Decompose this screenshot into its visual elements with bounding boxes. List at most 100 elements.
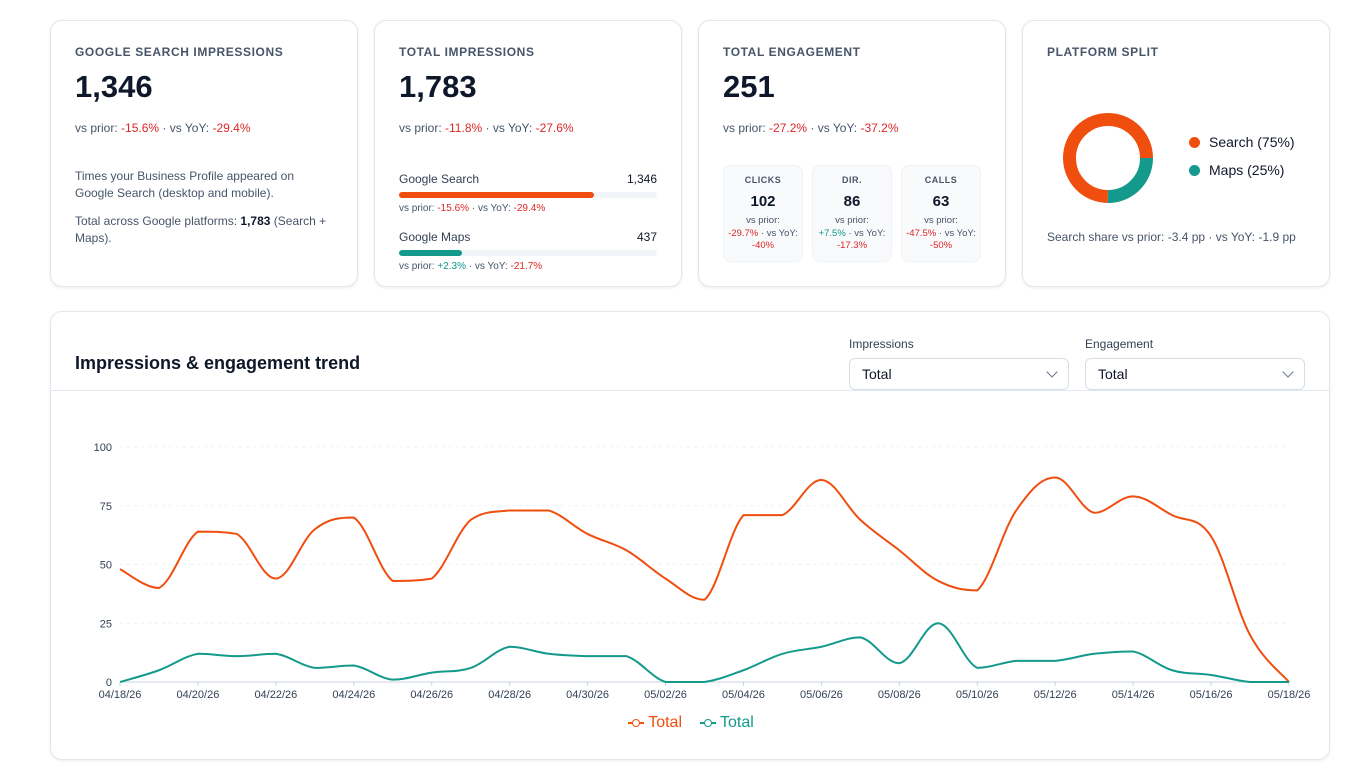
engagement-select-value: Total — [1098, 366, 1128, 382]
yoy-label: vs YoY: — [817, 121, 858, 135]
card-value: 251 — [723, 69, 775, 104]
separator: · — [938, 227, 943, 239]
yoy-label: vs YoY: — [944, 227, 976, 239]
legend-label: Search (75%) — [1209, 134, 1295, 150]
legend-search: Search (75%) — [1189, 134, 1295, 150]
x-tick-label: 04/26/26 — [410, 689, 453, 701]
x-tick-label: 05/14/26 — [1112, 689, 1155, 701]
card-title: TOTAL ENGAGEMENT — [723, 45, 861, 59]
x-tick-label: 05/10/26 — [956, 689, 999, 701]
metric-comparison: vs prior: -29.7% · vs YoY: -40% — [724, 215, 802, 253]
metric-clicks: CLICKS 102 vs prior: -29.7% · vs YoY: -4… — [723, 165, 803, 262]
prior-label: vs prior: — [399, 261, 435, 272]
legend-dot — [1189, 164, 1200, 176]
separator: · — [760, 227, 765, 239]
impressions-filter: Impressions Total — [849, 337, 1069, 390]
card-description: Times your Business Profile appeared on … — [75, 169, 294, 200]
platform-name: Google Search — [399, 172, 480, 186]
prior-change: -15.6% — [437, 203, 470, 214]
separator: · — [471, 203, 476, 214]
separator: · — [468, 261, 473, 272]
prior-label: vs prior: — [924, 215, 958, 226]
legend-item-impressions[interactable]: Total — [628, 714, 682, 732]
card-title: TOTAL IMPRESSIONS — [399, 45, 535, 59]
prior-change: -15.6% — [121, 121, 160, 135]
x-tick-label: 04/30/26 — [566, 689, 609, 701]
separator: · — [162, 121, 167, 135]
y-tick-label: 50 — [100, 560, 112, 572]
line-marker-icon — [628, 718, 645, 728]
x-tick-label: 05/16/26 — [1190, 689, 1233, 701]
yoy-change: -29.4% — [212, 121, 251, 135]
x-tick-label: 04/28/26 — [488, 689, 531, 701]
y-tick-label: 25 — [100, 618, 112, 630]
card-title: PLATFORM SPLIT — [1047, 45, 1159, 59]
platform-comparison: vs prior: -15.6% · vs YoY: -29.4% — [399, 203, 657, 214]
metric-value: 63 — [932, 193, 950, 210]
yoy-change: -50% — [929, 240, 953, 251]
prior-label: vs prior: — [723, 121, 766, 135]
legend-label: Total — [720, 714, 754, 731]
prior-change: +2.3% — [437, 261, 466, 272]
engagement-metrics: CLICKS 102 vs prior: -29.7% · vs YoY: -4… — [723, 165, 981, 262]
x-tick-label: 05/12/26 — [1034, 689, 1077, 701]
donut-chart — [1063, 113, 1153, 203]
engagement-series-line — [119, 622, 1289, 683]
prior-change: -27.2% — [769, 121, 808, 135]
total-impressions-card: TOTAL IMPRESSIONS 1,783 vs prior: -11.8%… — [374, 20, 682, 287]
platform-name: Google Maps — [399, 230, 471, 244]
y-tick-label: 75 — [100, 501, 112, 513]
total-suffix: (Search + Maps). — [75, 214, 327, 245]
impressions-select-value: Total — [862, 366, 892, 382]
x-tick-label: 04/18/26 — [99, 689, 142, 701]
metric-comparison: vs prior: -47.5% · vs YoY: -50% — [902, 215, 980, 253]
platform-value: 1,346 — [626, 172, 657, 186]
comparison-line: vs prior: -11.8% · vs YoY: -27.6% — [399, 121, 657, 135]
legend-label: Maps (25%) — [1209, 162, 1285, 178]
engagement-select[interactable]: Total — [1085, 358, 1305, 390]
donut-slice-search — [1063, 113, 1153, 203]
card-value: 1,783 — [399, 69, 477, 104]
prior-label: vs prior: — [399, 121, 442, 135]
card-value: 1,346 — [75, 69, 153, 104]
platform-row-search: Google Search 1,346 vs prior: -15.6% · v… — [399, 172, 657, 214]
platform-comparison: vs prior: +2.3% · vs YoY: -21.7% — [399, 261, 657, 272]
platform-donut — [1063, 113, 1153, 208]
metric-label: CLICKS — [744, 175, 782, 185]
google-search-impressions-card: GOOGLE SEARCH IMPRESSIONS 1,346 vs prior… — [50, 20, 358, 287]
chart-legend: Total Total — [51, 714, 1331, 732]
x-tick-label: 04/20/26 — [177, 689, 220, 701]
x-tick-label: 05/08/26 — [878, 689, 921, 701]
metric-label: DIR. — [842, 175, 862, 185]
trend-card: Impressions & engagement trend Impressio… — [50, 311, 1330, 760]
prior-change: -11.8% — [445, 121, 483, 135]
engagement-filter-label: Engagement — [1085, 337, 1154, 351]
prior-change: -47.5% — [906, 227, 937, 239]
trend-header: Impressions & engagement trend Impressio… — [51, 312, 1329, 391]
metric-comparison: vs prior: +7.5% · vs YoY: -17.3% — [813, 215, 891, 253]
legend-item-engagement[interactable]: Total — [700, 714, 754, 732]
metric-directions: DIR. 86 vs prior: +7.5% · vs YoY: -17.3% — [812, 165, 892, 262]
prior-label: vs prior: — [835, 215, 869, 226]
metric-value: 102 — [750, 193, 776, 210]
line-marker-icon — [700, 718, 716, 728]
chevron-down-icon — [1282, 366, 1294, 378]
metric-value: 86 — [843, 193, 861, 210]
x-tick-label: 04/24/26 — [332, 689, 375, 701]
yoy-label: vs YoY: — [169, 121, 210, 135]
x-tick-label: 04/22/26 — [254, 689, 297, 701]
separator: · — [485, 121, 490, 135]
impressions-select[interactable]: Total — [849, 358, 1069, 390]
y-tick-label: 0 — [106, 677, 112, 689]
prior-label: vs prior: — [75, 121, 118, 135]
card-title: GOOGLE SEARCH IMPRESSIONS — [75, 45, 284, 59]
metric-calls: CALLS 63 vs prior: -47.5% · vs YoY: -50% — [901, 165, 981, 262]
legend-label: Total — [648, 714, 682, 731]
x-tick-label: 05/04/26 — [722, 689, 765, 701]
total-engagement-card: TOTAL ENGAGEMENT 251 vs prior: -27.2% · … — [698, 20, 1006, 287]
share-note: Search share vs prior: -3.4 pp · vs YoY:… — [1047, 230, 1296, 244]
legend-dot — [1189, 136, 1200, 148]
yoy-change: -29.4% — [513, 203, 546, 214]
platform-value: 437 — [636, 230, 657, 244]
impressions-filter-label: Impressions — [849, 337, 914, 351]
